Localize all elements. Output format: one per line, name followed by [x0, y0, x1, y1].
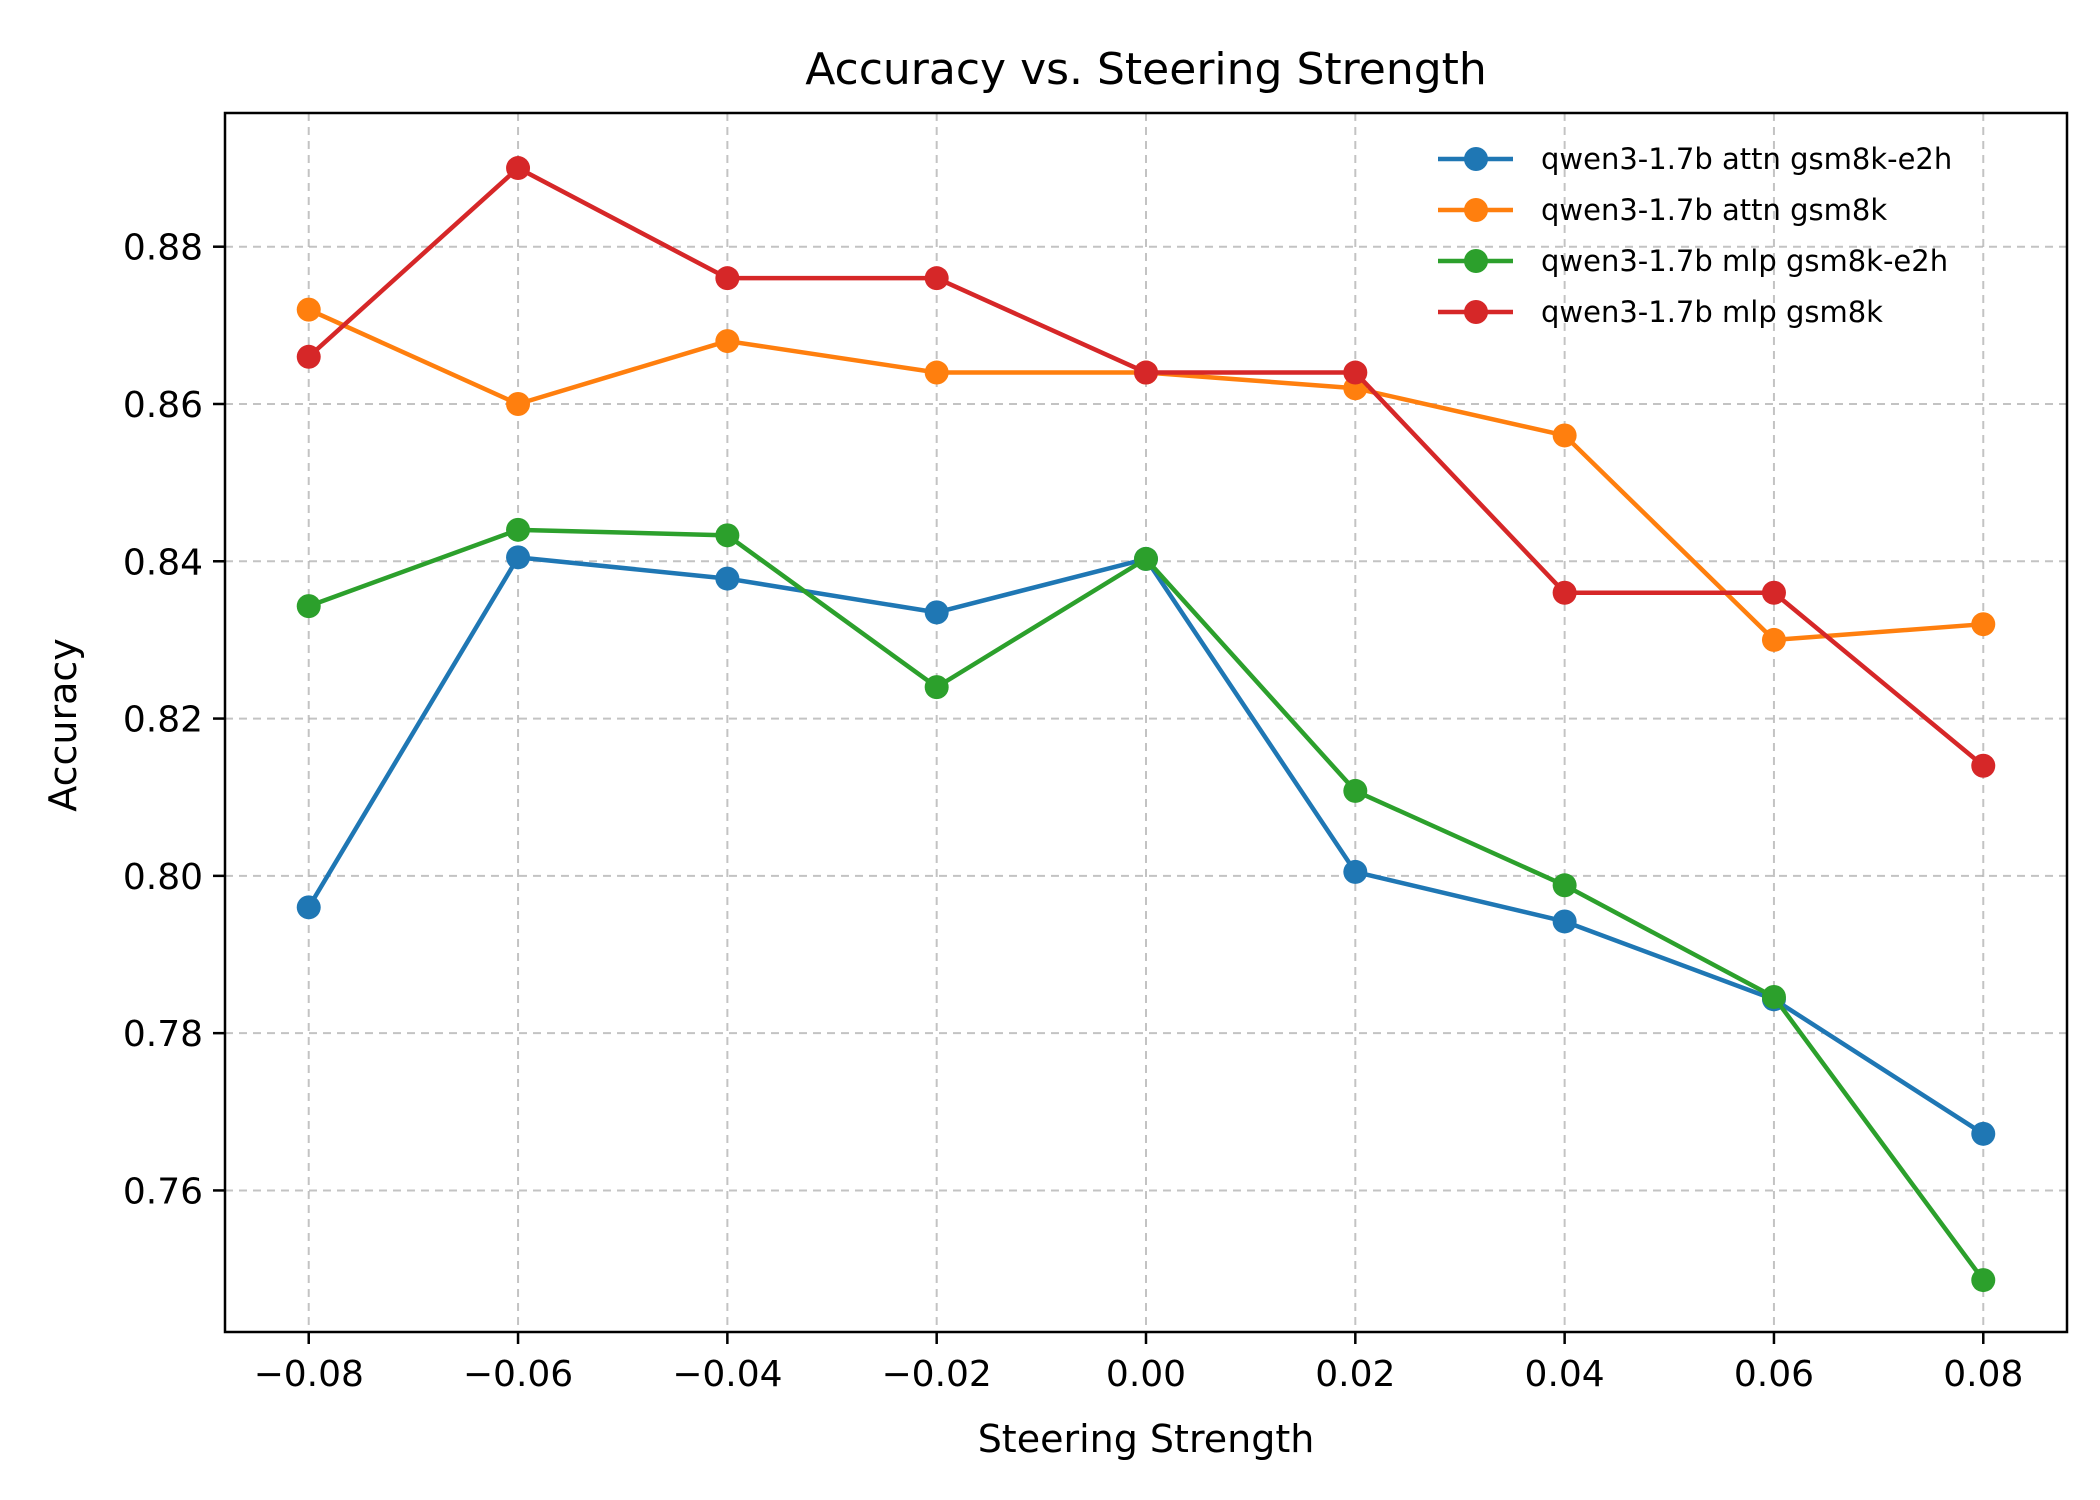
legend-item: qwen3-1.7b attn gsm8k [1438, 193, 1887, 227]
legend-swatch-marker [1464, 249, 1488, 273]
x-tick-label: −0.06 [463, 1354, 573, 1395]
data-point [715, 523, 740, 548]
legend-swatch-marker [1464, 198, 1488, 222]
data-point [924, 360, 949, 385]
data-point [924, 600, 949, 625]
data-point [296, 297, 321, 322]
legend-swatch-marker [1464, 147, 1488, 171]
grid [225, 113, 2067, 1332]
data-point [1971, 612, 1996, 637]
data-point [715, 329, 740, 354]
legend: qwen3-1.7b attn gsm8k-e2h qwen3-1.7b attn… [1438, 142, 1952, 329]
data-point [1134, 360, 1158, 385]
y-axis-label: Accuracy [41, 638, 85, 812]
x-tick-label: 0.06 [1734, 1354, 1814, 1395]
chart-title: Accuracy vs. Steering Strength [805, 44, 1487, 95]
series-3 [296, 517, 1996, 1293]
data-point [506, 156, 531, 181]
data-point [1343, 778, 1368, 803]
data-point [1343, 859, 1368, 884]
legend-swatch-marker [1464, 300, 1488, 324]
data-point [1552, 423, 1577, 448]
data-point [1761, 984, 1786, 1009]
data-point [506, 391, 531, 416]
data-point [1761, 627, 1786, 652]
legend-label: qwen3-1.7b attn gsm8k-e2h [1541, 142, 1952, 176]
data-point [1971, 1121, 1996, 1146]
data-point [924, 266, 949, 291]
x-tick-label: −0.02 [882, 1354, 992, 1395]
data-point [1552, 873, 1577, 898]
data-point [1971, 753, 1996, 778]
data-point [506, 545, 531, 570]
legend-item: qwen3-1.7b mlp gsm8k [1438, 295, 1883, 329]
data-point [296, 594, 321, 619]
legend-label: qwen3-1.7b mlp gsm8k [1541, 295, 1883, 329]
x-axis-label: Steering Strength [978, 1417, 1315, 1461]
y-tick-label: 0.76 [123, 1171, 203, 1212]
x-axis: −0.08 −0.06 −0.04 −0.02 0.00 0.02 0.04 0.06 0.08 [254, 1332, 2023, 1395]
legend-item: qwen3-1.7b mlp gsm8k-e2h [1438, 244, 1948, 278]
data-point [1552, 580, 1577, 605]
data-point [715, 266, 740, 291]
series-2 [296, 297, 1996, 652]
x-tick-label: 0.00 [1106, 1354, 1186, 1395]
data-point [1971, 1268, 1996, 1293]
x-tick-label: 0.02 [1315, 1354, 1395, 1395]
y-tick-label: 0.84 [123, 542, 203, 583]
legend-item: qwen3-1.7b attn gsm8k-e2h [1438, 142, 1952, 176]
data-point [1761, 580, 1786, 605]
y-tick-label: 0.80 [123, 857, 203, 898]
data-point [715, 566, 740, 591]
y-tick-label: 0.88 [123, 228, 203, 269]
data-point [296, 895, 321, 920]
legend-label: qwen3-1.7b attn gsm8k [1541, 193, 1887, 227]
data-point [1134, 546, 1158, 571]
x-tick-label: 0.04 [1525, 1354, 1605, 1395]
data-point [1552, 909, 1577, 934]
y-tick-label: 0.78 [123, 1014, 203, 1055]
legend-label: qwen3-1.7b mlp gsm8k-e2h [1541, 244, 1948, 278]
series-4 [296, 156, 1996, 778]
data-point [506, 517, 531, 542]
y-tick-label: 0.82 [123, 700, 203, 741]
data-point [1343, 360, 1368, 385]
y-axis: 0.76 0.78 0.80 0.82 0.84 0.86 0.88 [123, 228, 225, 1212]
x-tick-label: −0.04 [672, 1354, 782, 1395]
y-tick-label: 0.86 [123, 385, 203, 426]
x-tick-label: −0.08 [254, 1354, 364, 1395]
data-point [924, 675, 949, 700]
series-group [296, 156, 1996, 1293]
x-tick-label: 0.08 [1943, 1354, 2023, 1395]
data-point [296, 344, 321, 369]
